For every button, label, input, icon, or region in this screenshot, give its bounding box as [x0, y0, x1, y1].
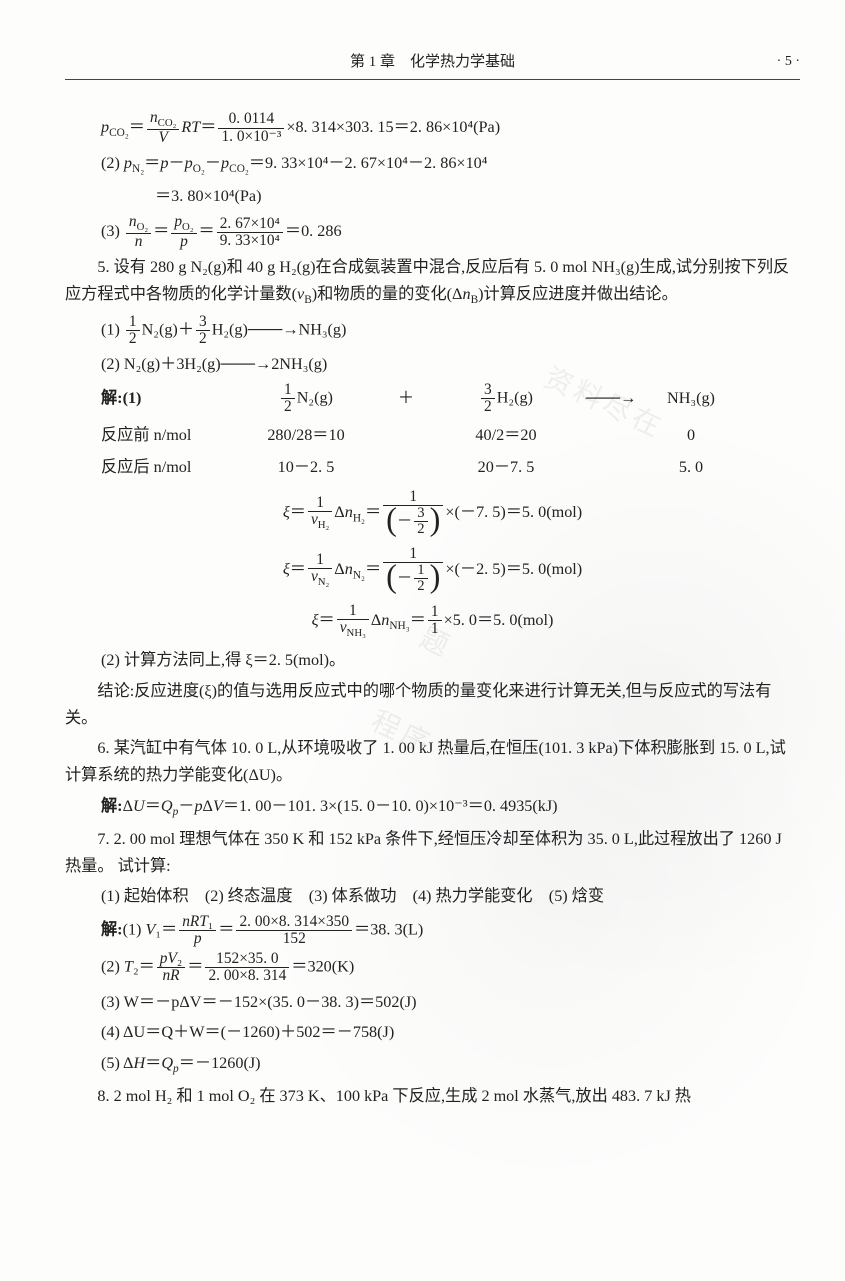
pco2-numer: 0. 0114 [218, 111, 284, 128]
q7-subs: (1) 起始体积 (2) 终态温度 (3) 体系做功 (4) 热力学能变化 (5… [101, 883, 800, 910]
q7-s3: (3) W＝－pΔV＝－152×(35. 0－38. 3)＝502(J) [101, 989, 800, 1016]
pco2-denom: 1. 0×10⁻³ [218, 129, 284, 145]
q6-sol: 解:ΔU＝Qp－pΔV＝1. 00－101. 3×(15. 0－10. 0)×1… [101, 793, 800, 822]
row2-label: 反应后 n/mol [101, 454, 231, 481]
q7-s2: (2) T₂＝pV₂nR＝152×35. 02. 00×8. 314＝320(K… [101, 951, 800, 984]
row2-h2: 20－7. 5 [431, 454, 581, 481]
q8-text: 8. 2 mol H₂ 和 1 mol O₂ 在 373 K、100 kPa 下… [65, 1083, 800, 1110]
q6-text: 6. 某汽缸中有气体 10. 0 L,从环境吸收了 1. 00 kJ 热量后,在… [65, 735, 800, 788]
eq-pn2-l1: (2) pN₂＝p－pO₂－pCO₂＝9. 33×10⁴－2. 67×10⁴－2… [101, 150, 800, 179]
xi-n2: ξ＝1νN₂ΔnN₂＝1(－12)×(－2. 5)＝5. 0(mol) [65, 546, 800, 595]
q5-part2: (2) 计算方法同上,得 ξ＝2. 5(mol)。 [101, 647, 800, 674]
row1-label: 反应前 n/mol [101, 422, 231, 449]
row1-n2: 280/28＝10 [231, 422, 381, 449]
row2-nh3: 5. 0 [641, 454, 741, 481]
sol-label: 解:(1) [101, 385, 231, 412]
page: 资料尽在 题 程序 第 1 章 化学热力学基础 · 5 · pCO₂＝nCO₂V… [0, 0, 845, 1281]
q5-conclusion: 结论:反应进度(ξ)的值与选用反应式中的哪个物质的量变化来进行计算无关,但与反应… [65, 678, 800, 731]
eq-ratio: (3) nO₂n＝pO₂p＝2. 67×10⁴9. 33×10⁴＝0. 286 [101, 214, 800, 251]
arrow: ───→ [581, 385, 641, 412]
page-number: · 5 · [777, 50, 800, 73]
eq-pn2-l2: ＝3. 80×10⁴(Pa) [155, 183, 800, 210]
q7-s4: (4) ΔU＝Q＋W＝(－1260)＋502＝－758(J) [101, 1019, 800, 1046]
row1-h2: 40/2＝20 [431, 422, 581, 449]
xi-nh3: ξ＝1νNH₃ΔnNH₃＝11×5. 0＝5. 0(mol) [65, 603, 800, 640]
q5-table: 解:(1) 12N₂(g) ＋ 32H₂(g) ───→ NH₃(g) 反应前 … [101, 382, 800, 481]
q5-text: 5. 设有 280 g N₂(g)和 40 g H₂(g)在合成氨装置中混合,反… [65, 254, 800, 310]
xi-h2: ξ＝1νH₂ΔnH₂＝1(－32)×(－7. 5)＝5. 0(mol) [65, 489, 800, 538]
row1-nh3: 0 [641, 422, 741, 449]
eq-pco2: pCO₂＝nCO₂VRT＝0. 01141. 0×10⁻³×8. 314×303… [101, 110, 800, 147]
chapter-title: 第 1 章 化学热力学基础 [350, 54, 515, 70]
q7-s5: (5) ΔH＝Qp＝－1260(J) [101, 1050, 800, 1079]
row2-n2: 10－2. 5 [231, 454, 381, 481]
q5-eq2: (2) N₂(g)＋3H₂(g)───→2NH₃(g) [101, 351, 800, 378]
col-h2: 32H₂(g) [431, 382, 581, 415]
plus: ＋ [381, 385, 431, 412]
pco2-tail: ×8. 314×303. 15＝2. 86×10⁴(Pa) [286, 118, 500, 136]
q7-s1: 解:(1) V₁＝nRT₁p＝2. 00×8. 314×350152＝38. 3… [101, 914, 800, 947]
col-nh3: NH₃(g) [641, 385, 741, 412]
header-rule [65, 79, 800, 80]
page-header: 第 1 章 化学热力学基础 · 5 · [65, 50, 800, 75]
col-n2: 12N₂(g) [231, 382, 381, 415]
q5-eq1: (1) 12N₂(g)＋32H₂(g)───→NH₃(g) [101, 314, 800, 347]
q7-text: 7. 2. 00 mol 理想气体在 350 K 和 152 kPa 条件下,经… [65, 826, 800, 879]
